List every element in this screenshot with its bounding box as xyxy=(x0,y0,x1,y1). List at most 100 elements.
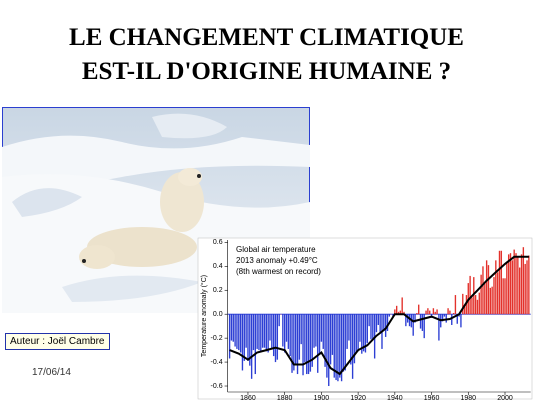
bar xyxy=(243,314,245,361)
annotation: (8th warmest on record) xyxy=(236,267,321,276)
bar xyxy=(366,314,368,343)
bar xyxy=(482,266,484,315)
bar xyxy=(278,314,280,327)
bar xyxy=(361,314,363,354)
bar xyxy=(524,263,526,315)
bar xyxy=(283,314,286,353)
bar xyxy=(423,314,425,339)
bar xyxy=(414,314,416,323)
x-tick-label: 1900 xyxy=(314,395,330,400)
bar xyxy=(293,314,295,371)
bar xyxy=(469,275,471,315)
bar xyxy=(471,297,473,315)
bar xyxy=(377,314,380,325)
bar xyxy=(506,261,508,315)
bar xyxy=(386,314,389,331)
bar xyxy=(403,311,405,315)
bar xyxy=(271,314,273,349)
bar xyxy=(307,314,310,375)
bar xyxy=(315,314,317,347)
bar xyxy=(320,314,323,342)
bar xyxy=(364,314,367,353)
bar xyxy=(388,314,391,317)
bar xyxy=(238,314,240,351)
bar xyxy=(340,314,343,382)
bar xyxy=(484,281,486,315)
x-tick-label: 1980 xyxy=(460,395,476,400)
bar xyxy=(495,260,497,315)
bar xyxy=(518,267,521,315)
bar xyxy=(407,314,409,323)
bar xyxy=(339,314,341,378)
bar xyxy=(487,265,490,315)
smoothed-line xyxy=(229,255,529,376)
bar xyxy=(480,274,482,315)
bar xyxy=(384,314,387,337)
y-tick-label: 0.4 xyxy=(213,263,223,270)
bar xyxy=(432,308,435,315)
bar xyxy=(272,314,275,357)
bar xyxy=(282,314,284,347)
bar xyxy=(429,310,431,315)
bar xyxy=(511,260,514,315)
bar xyxy=(526,260,528,315)
bar xyxy=(311,314,313,367)
bar xyxy=(230,314,233,341)
bar xyxy=(322,314,324,349)
bar xyxy=(517,256,519,315)
bar xyxy=(359,314,361,342)
bar xyxy=(313,314,315,348)
bar xyxy=(405,314,407,327)
bar xyxy=(515,253,517,315)
bar xyxy=(441,314,444,322)
bar xyxy=(236,314,238,349)
y-tick-label: 0.2 xyxy=(213,287,223,294)
bar xyxy=(509,253,512,315)
bar xyxy=(458,314,460,317)
bar xyxy=(342,314,345,372)
bar xyxy=(260,314,262,353)
bar xyxy=(507,254,510,315)
bar xyxy=(465,295,468,315)
bar xyxy=(269,314,271,341)
bar xyxy=(247,314,249,361)
y-tick-label: 0.6 xyxy=(213,239,223,246)
bar xyxy=(463,307,466,315)
bar xyxy=(239,314,242,353)
bar xyxy=(421,314,424,331)
bar xyxy=(304,314,306,363)
bar xyxy=(438,314,440,341)
bar xyxy=(296,314,299,375)
bar xyxy=(452,313,455,315)
bar xyxy=(274,314,277,363)
bar xyxy=(485,260,488,315)
date: 17/06/14 xyxy=(32,367,71,378)
bar xyxy=(256,314,258,349)
bar xyxy=(362,314,365,352)
bar xyxy=(397,311,400,315)
bar xyxy=(234,314,236,347)
x-tick-label: 1920 xyxy=(350,395,366,400)
bar xyxy=(241,314,244,371)
bar xyxy=(249,314,251,366)
bar xyxy=(491,286,493,315)
bar xyxy=(309,314,312,372)
bar xyxy=(350,314,352,365)
bar xyxy=(408,314,411,327)
bar xyxy=(258,314,260,351)
bar xyxy=(353,314,356,364)
bar xyxy=(443,314,446,317)
bar xyxy=(504,278,506,315)
bar xyxy=(276,314,279,360)
bar xyxy=(399,310,402,315)
bar xyxy=(287,314,290,349)
bar xyxy=(418,304,420,315)
bar xyxy=(528,255,530,315)
bar xyxy=(326,314,328,378)
bar xyxy=(500,250,503,315)
bar xyxy=(513,249,515,315)
bar xyxy=(419,314,422,329)
y-tick-label: -0.6 xyxy=(211,383,223,390)
x-tick-label: 2000 xyxy=(497,395,513,400)
